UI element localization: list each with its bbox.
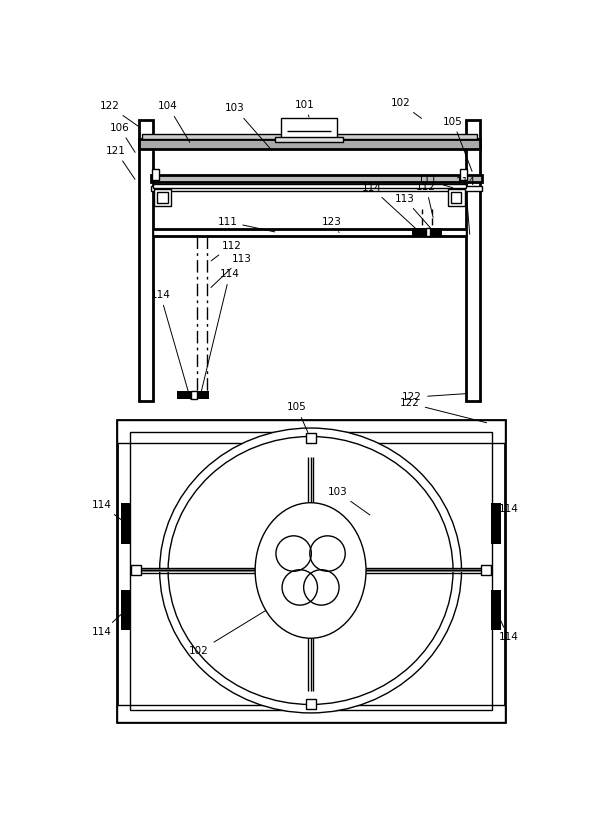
Ellipse shape bbox=[159, 428, 462, 713]
Text: 103: 103 bbox=[328, 487, 370, 515]
Text: 112: 112 bbox=[211, 241, 241, 261]
Bar bbox=[151, 174, 482, 182]
Text: 114: 114 bbox=[361, 183, 417, 230]
Bar bbox=[191, 391, 196, 399]
Ellipse shape bbox=[168, 437, 453, 705]
Bar bbox=[153, 184, 466, 188]
Text: 113: 113 bbox=[395, 194, 432, 230]
Bar bbox=[448, 189, 465, 206]
Text: 114: 114 bbox=[201, 269, 239, 392]
Text: 114: 114 bbox=[150, 289, 190, 399]
Bar bbox=[139, 138, 480, 150]
Text: 101: 101 bbox=[295, 99, 315, 117]
Ellipse shape bbox=[255, 503, 366, 638]
Bar bbox=[118, 419, 505, 722]
Bar bbox=[131, 566, 141, 576]
Bar bbox=[412, 227, 426, 236]
Bar bbox=[121, 590, 131, 630]
Bar bbox=[305, 699, 316, 709]
Bar bbox=[430, 227, 442, 236]
Text: 113: 113 bbox=[211, 254, 251, 288]
Bar bbox=[155, 189, 171, 206]
Bar bbox=[466, 120, 480, 401]
Text: 103: 103 bbox=[225, 103, 271, 151]
Bar bbox=[491, 590, 501, 630]
Bar bbox=[153, 228, 466, 236]
Bar bbox=[151, 186, 482, 191]
Bar bbox=[139, 120, 153, 401]
Text: 105: 105 bbox=[443, 117, 472, 171]
Text: 114: 114 bbox=[497, 612, 518, 643]
Text: 104: 104 bbox=[158, 101, 190, 142]
Bar bbox=[178, 391, 191, 399]
Bar bbox=[142, 134, 477, 138]
Bar bbox=[281, 118, 337, 138]
Bar bbox=[130, 432, 492, 710]
Bar bbox=[305, 433, 316, 442]
Text: 114: 114 bbox=[498, 504, 518, 521]
Text: 112: 112 bbox=[416, 182, 436, 218]
Bar bbox=[451, 193, 462, 203]
Bar bbox=[275, 137, 343, 141]
Text: 102: 102 bbox=[189, 610, 266, 657]
Text: 122: 122 bbox=[99, 101, 138, 127]
Text: 122: 122 bbox=[400, 399, 487, 423]
Text: 123: 123 bbox=[321, 217, 341, 232]
Text: 105: 105 bbox=[287, 402, 308, 433]
Text: 106: 106 bbox=[110, 122, 135, 152]
Bar bbox=[491, 504, 501, 543]
Bar bbox=[460, 170, 467, 180]
Text: 114: 114 bbox=[92, 612, 124, 637]
Text: 122: 122 bbox=[402, 392, 467, 402]
Bar bbox=[118, 419, 505, 442]
Bar bbox=[158, 193, 168, 203]
Bar bbox=[121, 504, 131, 543]
Bar bbox=[481, 566, 491, 576]
Bar bbox=[152, 170, 159, 180]
Text: 114: 114 bbox=[92, 500, 124, 522]
Bar bbox=[196, 391, 209, 399]
Text: 114: 114 bbox=[455, 177, 475, 234]
Text: 111: 111 bbox=[218, 217, 275, 232]
Text: 121: 121 bbox=[106, 146, 135, 179]
Bar bbox=[426, 227, 430, 236]
Text: 102: 102 bbox=[391, 98, 422, 118]
Text: 111: 111 bbox=[418, 175, 453, 188]
Bar bbox=[118, 705, 505, 722]
